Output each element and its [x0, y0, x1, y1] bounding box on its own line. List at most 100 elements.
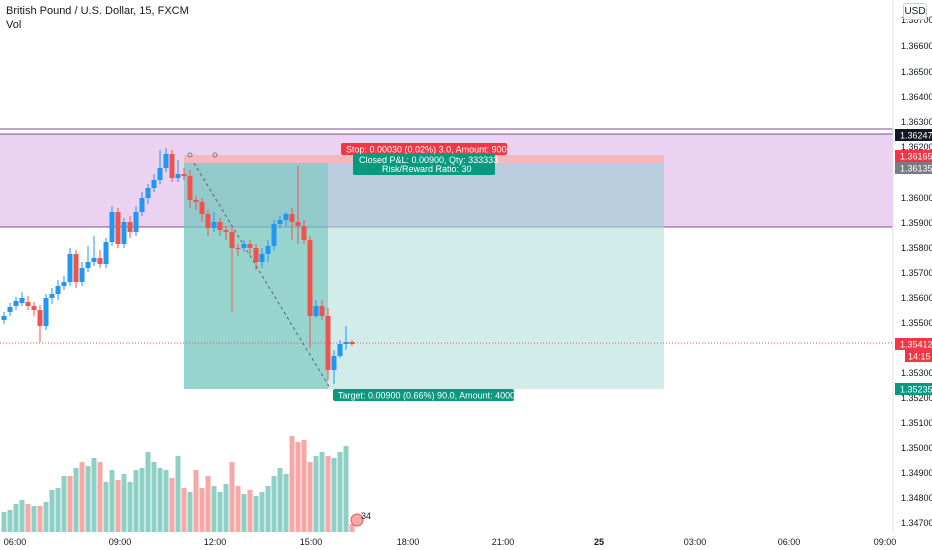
volume-bar — [241, 494, 247, 532]
volume-bar — [25, 504, 31, 532]
candle-body — [247, 244, 253, 248]
volume-bar — [313, 456, 319, 532]
volume-bar — [151, 462, 157, 532]
badge-target-text: 1.35235 — [900, 385, 932, 395]
candle-body — [235, 248, 241, 249]
volume-bar — [79, 462, 85, 532]
event-badge-count: 34 — [361, 511, 371, 521]
volume-bar — [319, 452, 325, 532]
badge-last-price-text: 1.35412 — [900, 340, 932, 350]
pnl-label[interactable]: Closed P&L: 0.00900, Qty: 333333 Risk/Re… — [353, 154, 498, 175]
candle-body — [241, 244, 247, 248]
tool-handle[interactable] — [187, 152, 193, 158]
volume-bar — [163, 470, 169, 532]
target-box[interactable] — [184, 163, 664, 389]
badge-countdown-text: 14:15 — [908, 352, 931, 362]
volume-bar — [265, 486, 271, 532]
candle-body — [187, 176, 193, 200]
volume-bar — [343, 446, 349, 532]
volume-bar — [31, 506, 37, 532]
candle-body — [85, 262, 91, 268]
badge-entry: 1.36135 — [895, 162, 932, 174]
volume-bar — [205, 476, 211, 532]
candle-body — [259, 254, 265, 262]
volume-bar — [337, 452, 343, 532]
target-label-text: Target: 0.00900 (0.66%) 90.0, Amount: 40… — [338, 391, 515, 401]
time-tick: 09:00 — [109, 537, 132, 547]
candle-body — [31, 306, 37, 310]
target-label[interactable]: Target: 0.00900 (0.66%) 90.0, Amount: 40… — [333, 389, 515, 401]
price-tick: 1.35700 — [901, 268, 932, 278]
volume-bar — [301, 440, 307, 532]
stop-label-text: Stop: 0.00030 (0.02%) 3.0, Amount: 900 — [346, 145, 507, 155]
volume-bar — [223, 484, 229, 532]
price-tick: 1.35200 — [901, 393, 932, 403]
volume-bar — [115, 480, 121, 532]
volume-bar — [103, 482, 109, 532]
candle-body — [223, 230, 229, 232]
candle-body — [181, 174, 187, 176]
price-tick: 1.35800 — [901, 243, 932, 253]
volume-bar — [247, 490, 253, 532]
price-tick: 1.35500 — [901, 318, 932, 328]
tool-handle-2[interactable] — [212, 152, 218, 158]
time-tick: 21:00 — [492, 537, 515, 547]
badge-resistance-text: 1.36247 — [900, 131, 932, 141]
volume-layer — [1, 436, 355, 532]
candle-body — [163, 154, 169, 168]
candle-body — [139, 198, 145, 212]
candle-body — [289, 214, 295, 222]
price-tick: 1.35300 — [901, 368, 932, 378]
volume-legend[interactable]: Vol — [6, 19, 22, 31]
candle-body — [1, 316, 7, 320]
candle-body — [127, 222, 133, 232]
currency-button[interactable]: USD — [903, 3, 927, 20]
candle-body — [277, 220, 283, 224]
time-tick: 12:00 — [204, 537, 227, 547]
volume-bar — [1, 512, 7, 532]
price-tick: 1.34900 — [901, 468, 932, 478]
volume-bar — [187, 492, 193, 532]
candle-body — [25, 302, 31, 306]
economic-event-icon[interactable]: 34 — [350, 511, 371, 527]
candle-body — [193, 200, 199, 202]
candle-body — [211, 222, 217, 228]
stop-label[interactable]: Stop: 0.00030 (0.02%) 3.0, Amount: 900 — [341, 143, 507, 155]
candle-body — [115, 212, 121, 244]
candle-body — [61, 282, 67, 286]
symbol-legend[interactable]: British Pound / U.S. Dollar, 15, FXCM — [6, 5, 189, 17]
volume-bar — [55, 488, 61, 532]
time-axis[interactable]: 06:00 09:00 12:00 15:00 18:00 21:00 25 03:00 06:… — [4, 537, 897, 547]
time-tick: 15:00 — [300, 537, 323, 547]
volume-bar — [199, 488, 205, 532]
candle-body — [331, 356, 337, 370]
volume-bar — [7, 510, 13, 532]
candle-body — [145, 188, 151, 198]
volume-bar — [97, 462, 103, 532]
badge-stop-text: 1.36165 — [900, 152, 932, 162]
volume-bar — [109, 470, 115, 532]
volume-bar — [289, 436, 295, 532]
candle-body — [43, 298, 49, 326]
time-tick: 09:00 — [874, 537, 897, 547]
volume-bar — [325, 456, 331, 532]
pnl-label-text: Closed P&L: 0.00900, Qty: 333333 — [359, 155, 498, 165]
candle-body — [271, 224, 277, 246]
volume-bar — [229, 462, 235, 532]
candle-body — [325, 316, 331, 370]
time-tick: 25 — [594, 537, 604, 547]
price-axis[interactable]: 1.36700 1.36600 1.36500 1.36400 1.36300 1.362… — [901, 15, 932, 528]
volume-bar — [193, 470, 199, 532]
price-tick: 1.35600 — [901, 293, 932, 303]
badge-resistance: 1.36247 — [895, 129, 932, 141]
candle-body — [121, 222, 127, 244]
candle-body — [133, 212, 139, 232]
price-tick: 1.35000 — [901, 443, 932, 453]
volume-bar — [331, 458, 337, 532]
candle-body — [337, 344, 343, 356]
candle-body — [301, 226, 307, 240]
volume-bar — [139, 468, 145, 532]
time-tick: 18:00 — [397, 537, 420, 547]
